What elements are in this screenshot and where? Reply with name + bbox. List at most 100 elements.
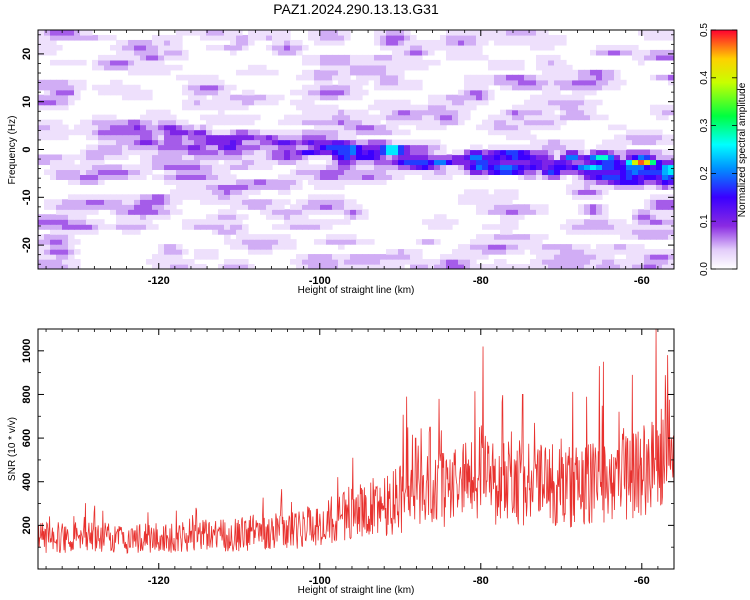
heatmap-cell [128, 84, 135, 91]
heatmap-cell [398, 30, 405, 36]
heatmap-cell [344, 234, 351, 240]
heatmap-cell [452, 114, 459, 121]
heatmap-cell [554, 164, 561, 171]
heatmap-cell [590, 249, 597, 255]
heatmap-cell [80, 124, 87, 131]
heatmap-cell [368, 104, 375, 111]
heatmap-cell [350, 209, 357, 215]
heatmap-cell [236, 69, 243, 76]
heatmap-cell [380, 109, 387, 116]
heatmap-cell [308, 179, 315, 185]
heatmap-cell [104, 144, 111, 151]
heatmap-cell [398, 79, 405, 86]
heatmap-cell [482, 99, 489, 106]
heatmap-cell [422, 44, 429, 51]
heatmap-cell [602, 44, 609, 51]
heatmap-cell [140, 44, 147, 51]
heatmap-cell [44, 129, 51, 136]
heatmap-cell [164, 179, 171, 185]
heatmap-cell [338, 209, 345, 215]
heatmap-cell [530, 34, 537, 41]
heatmap-cell [332, 84, 339, 91]
heatmap-cell [368, 179, 375, 185]
heatmap-cell [176, 74, 183, 81]
heatmap-cell [554, 59, 561, 66]
heatmap-cell [578, 249, 585, 255]
heatmap-cell [452, 119, 459, 126]
heatmap-cell [260, 244, 267, 250]
heatmap-cell [164, 54, 171, 61]
heatmap-cell [38, 244, 45, 250]
heatmap-cell [158, 129, 165, 136]
heatmap-cell [350, 264, 357, 269]
heatmap-cell [158, 164, 165, 171]
heatmap-cell [416, 79, 423, 86]
heatmap-cell [152, 64, 159, 71]
heatmap-cell [164, 139, 171, 146]
heatmap-cell [86, 30, 93, 36]
heatmap-cell [602, 254, 609, 260]
heatmap-cell [434, 124, 441, 131]
heatmap-cell [410, 64, 417, 71]
heatmap-cell [602, 139, 609, 146]
y-tick-label: 1000 [21, 339, 33, 363]
heatmap-cell [602, 114, 609, 121]
heatmap-cell [494, 59, 501, 66]
heatmap-cell [182, 49, 189, 56]
heatmap-cell [596, 69, 603, 76]
heatmap-cell [260, 184, 267, 190]
heatmap-cell [356, 54, 363, 61]
heatmap-cell [500, 244, 507, 250]
heatmap-cell [392, 259, 399, 265]
heatmap-cell [446, 154, 453, 161]
heatmap-cell [164, 34, 171, 41]
heatmap-cell [248, 184, 255, 190]
heatmap-cell [608, 259, 615, 265]
heatmap-cell [164, 174, 171, 180]
heatmap-cell [344, 179, 351, 185]
heatmap-cell [590, 174, 597, 180]
heatmap-cell [458, 39, 465, 46]
heatmap-cell [464, 44, 471, 51]
heatmap-cell [572, 94, 579, 101]
heatmap-cell [494, 264, 501, 269]
heatmap-cell [272, 224, 279, 230]
heatmap-cell [224, 199, 231, 205]
heatmap-cell [560, 244, 567, 250]
heatmap-cell [356, 239, 363, 245]
heatmap-cell [38, 84, 45, 91]
heatmap-cell [110, 44, 117, 51]
heatmap-cell [470, 154, 477, 161]
heatmap-cell [356, 74, 363, 81]
heatmap-cell [332, 69, 339, 76]
heatmap-cell [134, 124, 141, 131]
heatmap-cell [362, 259, 369, 265]
heatmap-cell [434, 259, 441, 265]
heatmap-cell [380, 74, 387, 81]
heatmap-cell [380, 84, 387, 91]
heatmap-cell [344, 94, 351, 101]
heatmap-cell [446, 44, 453, 51]
heatmap-cell [224, 104, 231, 111]
heatmap-cell [584, 149, 591, 156]
heatmap-cell [314, 194, 321, 200]
heatmap-cell [386, 249, 393, 255]
heatmap-cell [632, 179, 639, 185]
heatmap-cell [44, 84, 51, 91]
heatmap-cell [116, 134, 123, 141]
heatmap-cell [248, 39, 255, 46]
heatmap-cell [290, 119, 297, 126]
heatmap-cell [326, 134, 333, 141]
heatmap-cell [308, 34, 315, 41]
heatmap-cell [344, 64, 351, 71]
heatmap-cell [668, 219, 674, 225]
heatmap-cell [248, 89, 255, 96]
heatmap-cell [398, 109, 405, 116]
heatmap-cell [320, 64, 327, 71]
heatmap-cell [530, 104, 537, 111]
heatmap-cell [344, 174, 351, 180]
heatmap-cell [434, 59, 441, 66]
heatmap-cell [428, 119, 435, 126]
heatmap-cell [410, 39, 417, 46]
heatmap-cell [98, 139, 105, 146]
